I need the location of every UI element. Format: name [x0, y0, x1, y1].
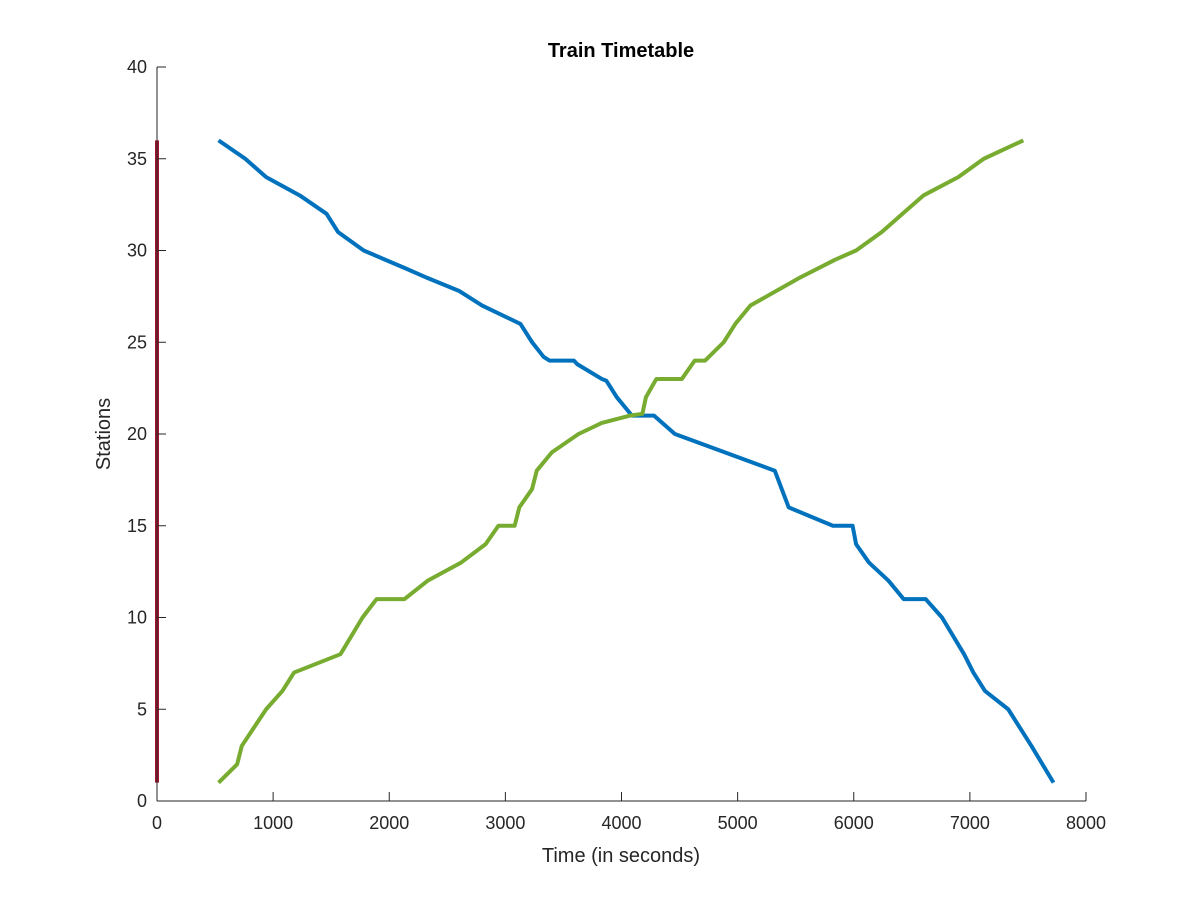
x-tick-label: 6000 [834, 813, 874, 833]
x-tick-label: 8000 [1066, 813, 1106, 833]
x-tick-label: 2000 [369, 813, 409, 833]
axis-layer: 0 1000 2000 3000 4000 5000 6000 7000 8000 0 5 10 15 2… [127, 57, 1106, 833]
y-tick-label: 35 [127, 149, 147, 169]
y-tick-label: 20 [127, 424, 147, 444]
x-tick-label: 1000 [253, 813, 293, 833]
chart-title: Train Timetable [548, 40, 694, 62]
x-tick-label: 0 [152, 813, 162, 833]
plot-background [157, 67, 1086, 801]
y-tick-label: 0 [137, 791, 147, 811]
y-tick-label: 15 [127, 516, 147, 536]
x-tick-label: 3000 [485, 813, 525, 833]
x-tick-label: 5000 [718, 813, 758, 833]
y-axis-title: Stations [93, 398, 115, 470]
x-tick-label: 7000 [950, 813, 990, 833]
y-tick-label: 10 [127, 608, 147, 628]
y-tick-label: 5 [137, 699, 147, 719]
y-tick-label: 30 [127, 241, 147, 261]
y-tick-label: 40 [127, 57, 147, 77]
y-tick-label: 25 [127, 332, 147, 352]
series-line-2 [217, 138, 1025, 785]
x-tick-label: 4000 [601, 813, 641, 833]
x-axis-title: Time (in seconds) [542, 845, 700, 867]
